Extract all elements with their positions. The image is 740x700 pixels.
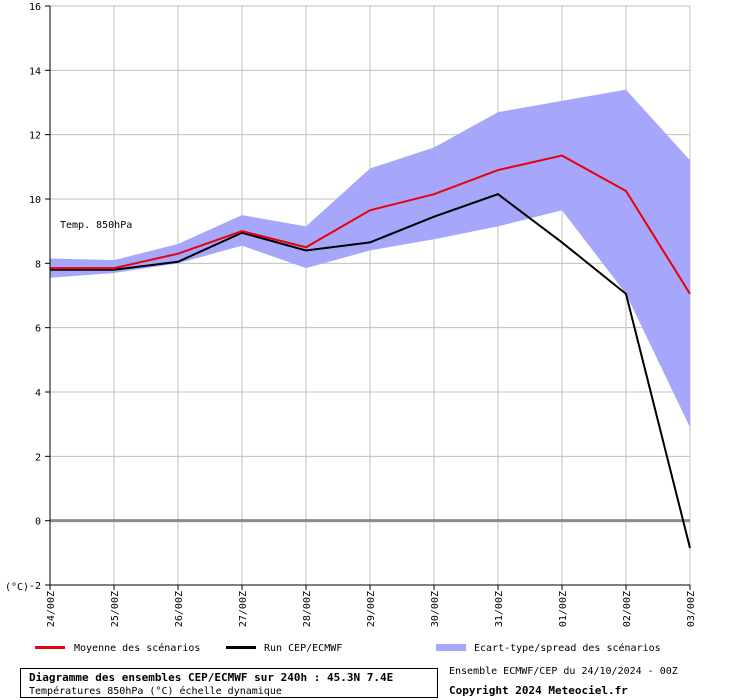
y-tick-label: 2 [35,452,41,463]
run-series-line [50,193,691,549]
legend-mean-swatch [35,646,65,649]
footer-title-box: Diagramme des ensembles CEP/ECMWF sur 24… [20,668,438,698]
copyright: Copyright 2024 Meteociel.fr [449,684,628,697]
axes [45,5,691,590]
footer-subtitle: Températures 850hPa (°C) échelle dynamiq… [29,686,282,697]
y-tick-label: 8 [35,259,41,270]
x-tick-label: 30/00Z [430,591,441,627]
grid [49,5,691,586]
temp-annotation: Temp. 850hPa [60,220,132,231]
x-tick-label: 03/00Z [686,591,697,627]
y-tick-label: -2 [29,581,41,592]
y-tick-labels: -2 0 2 4 6 8 10 12 14 16 [29,2,41,592]
x-tick-label: 31/00Z [494,591,505,627]
y-tick-label: 14 [29,66,41,77]
x-tick-labels: 24/00Z 25/00Z 26/00Z 27/00Z 28/00Z 29/00Z 30/0… [46,591,697,627]
legend-spread-swatch [436,644,466,651]
y-unit-label: (°C) [5,582,29,593]
spread-band [50,89,690,428]
x-tick-label: 29/00Z [366,591,377,627]
mean-series-line [50,154,691,295]
y-tick-label: 0 [35,517,41,528]
x-tick-label: 01/00Z [558,591,569,627]
y-tick-label: 6 [35,324,41,335]
y-tick-label: 4 [35,388,41,399]
legend-mean-label: Moyenne des scénarios [74,642,200,654]
y-tick-label: 12 [29,131,41,142]
x-tick-label: 28/00Z [302,591,313,627]
legend: Moyenne des scénarios Run CEP/ECMWF Ecar… [35,642,661,654]
y-tick-label: 10 [29,195,41,206]
legend-run-label: Run CEP/ECMWF [264,643,342,654]
x-tick-label: 02/00Z [622,591,633,627]
run-info: Ensemble ECMWF/CEP du 24/10/2024 - 00Z [449,666,678,677]
legend-run-swatch [226,646,256,649]
footer-title: Diagramme des ensembles CEP/ECMWF sur 24… [29,671,394,684]
legend-spread-label: Ecart-type/spread des scénarios [474,642,661,654]
x-tick-label: 27/00Z [238,591,249,627]
x-tick-label: 24/00Z [46,591,57,627]
y-tick-label: 16 [29,2,41,13]
x-tick-label: 26/00Z [174,591,185,627]
x-tick-label: 25/00Z [110,591,121,627]
ensemble-chart: -2 0 2 4 6 8 10 12 14 16 24/00Z 25/00Z 26/00Z 27/00Z… [5,2,697,654]
